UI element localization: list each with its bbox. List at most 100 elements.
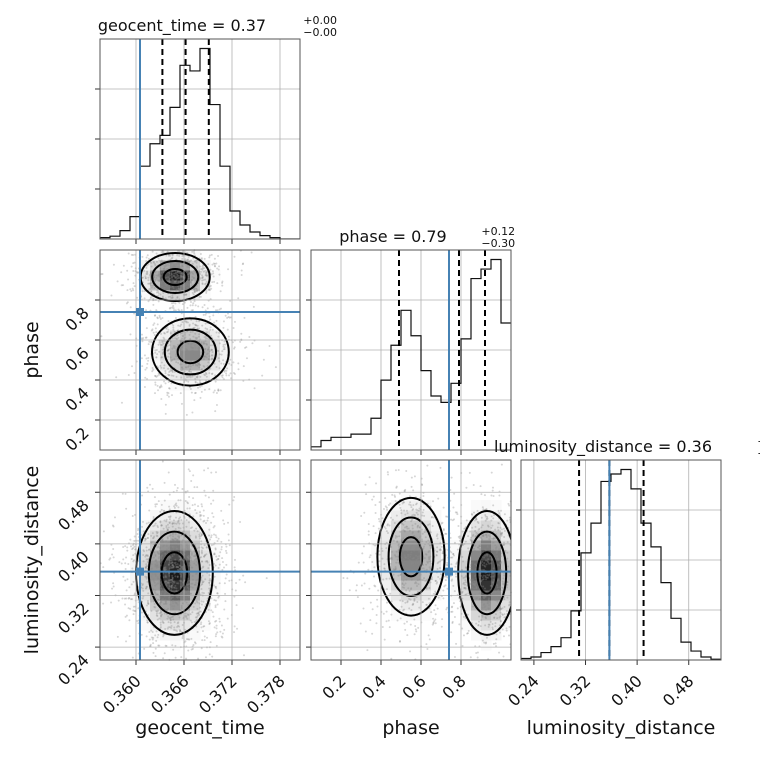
sample-point xyxy=(440,559,443,562)
density-cell xyxy=(190,250,201,261)
sample-point xyxy=(171,586,174,589)
sample-point xyxy=(124,545,127,548)
sample-point xyxy=(187,342,190,345)
sample-point xyxy=(194,508,197,511)
sample-point xyxy=(189,564,192,567)
sample-point xyxy=(489,555,492,558)
sample-point xyxy=(168,508,171,511)
sample-point xyxy=(175,522,178,525)
sample-point xyxy=(201,268,204,271)
sample-point xyxy=(500,534,503,537)
sample-point xyxy=(207,288,210,291)
sample-point xyxy=(162,336,165,339)
sample-point xyxy=(169,286,172,289)
sample-point xyxy=(427,524,430,527)
sample-point xyxy=(196,630,199,633)
sample-point xyxy=(216,631,219,634)
sample-point xyxy=(130,265,133,268)
sample-point xyxy=(497,522,500,525)
sample-point xyxy=(170,382,173,385)
sample-point xyxy=(233,631,236,634)
density-cell xyxy=(140,620,151,631)
sample-point xyxy=(162,527,165,530)
sample-point xyxy=(217,537,220,540)
sample-point xyxy=(237,362,240,365)
sample-point xyxy=(127,252,130,255)
sample-point xyxy=(470,512,473,515)
sample-point xyxy=(177,621,180,624)
sample-point xyxy=(174,317,177,320)
sample-point xyxy=(451,578,454,581)
sample-point xyxy=(115,376,118,379)
sample-point xyxy=(165,576,168,579)
sample-point xyxy=(486,552,489,555)
sample-point xyxy=(179,499,182,502)
sample-point xyxy=(198,289,201,292)
sample-point xyxy=(143,647,146,650)
density-cell xyxy=(401,490,412,501)
sample-point xyxy=(205,280,208,283)
sample-point xyxy=(367,533,370,536)
sample-point xyxy=(240,269,243,272)
density-cell xyxy=(180,600,191,611)
sample-point xyxy=(218,331,221,334)
sample-point xyxy=(435,582,438,585)
sample-point xyxy=(177,270,180,273)
sample-point xyxy=(207,620,210,623)
sample-point xyxy=(374,544,377,547)
contour-line xyxy=(398,536,424,578)
sample-point xyxy=(170,585,173,588)
sample-point xyxy=(157,274,160,277)
sample-point xyxy=(482,534,485,537)
density-cell xyxy=(481,550,492,561)
sample-point xyxy=(159,343,162,346)
sample-point xyxy=(144,275,147,278)
sample-point xyxy=(159,546,162,549)
sample-point xyxy=(171,270,174,273)
sample-point xyxy=(226,521,229,524)
sample-point xyxy=(416,509,419,512)
sample-point xyxy=(176,625,179,628)
sample-point xyxy=(475,652,478,655)
sample-point xyxy=(171,545,174,548)
density-cell xyxy=(140,270,151,281)
sample-point xyxy=(203,635,206,638)
sample-point xyxy=(406,541,409,544)
sample-point xyxy=(171,644,174,647)
sample-point xyxy=(169,555,172,558)
sample-point xyxy=(242,574,245,577)
density-cell xyxy=(200,370,211,381)
sample-point xyxy=(240,273,243,276)
sample-point xyxy=(158,583,161,586)
sample-point xyxy=(153,263,156,266)
sample-point xyxy=(499,611,502,614)
sample-point xyxy=(485,641,488,644)
sample-point xyxy=(417,530,420,533)
sample-point xyxy=(342,576,345,579)
sample-point xyxy=(203,267,206,270)
sample-point xyxy=(133,535,136,538)
sample-point xyxy=(473,549,476,552)
sample-point xyxy=(209,578,212,581)
sample-point xyxy=(385,547,388,550)
sample-point xyxy=(453,518,456,521)
sample-point xyxy=(188,470,191,473)
sample-point xyxy=(184,550,187,553)
sample-point xyxy=(169,545,172,548)
sample-point xyxy=(174,483,177,486)
sample-point xyxy=(210,609,213,612)
sample-point xyxy=(391,550,394,553)
sample-point xyxy=(170,626,173,629)
sample-point xyxy=(228,503,231,506)
sample-point xyxy=(367,522,370,525)
sample-point xyxy=(494,642,497,645)
sample-point xyxy=(199,270,202,273)
sample-point xyxy=(222,343,225,346)
sample-point xyxy=(195,625,198,628)
sample-point xyxy=(145,266,148,269)
density-cell xyxy=(481,500,492,511)
sample-point xyxy=(500,608,503,611)
sample-point xyxy=(172,580,175,583)
sample-point xyxy=(196,354,199,357)
sample-point xyxy=(202,267,205,270)
